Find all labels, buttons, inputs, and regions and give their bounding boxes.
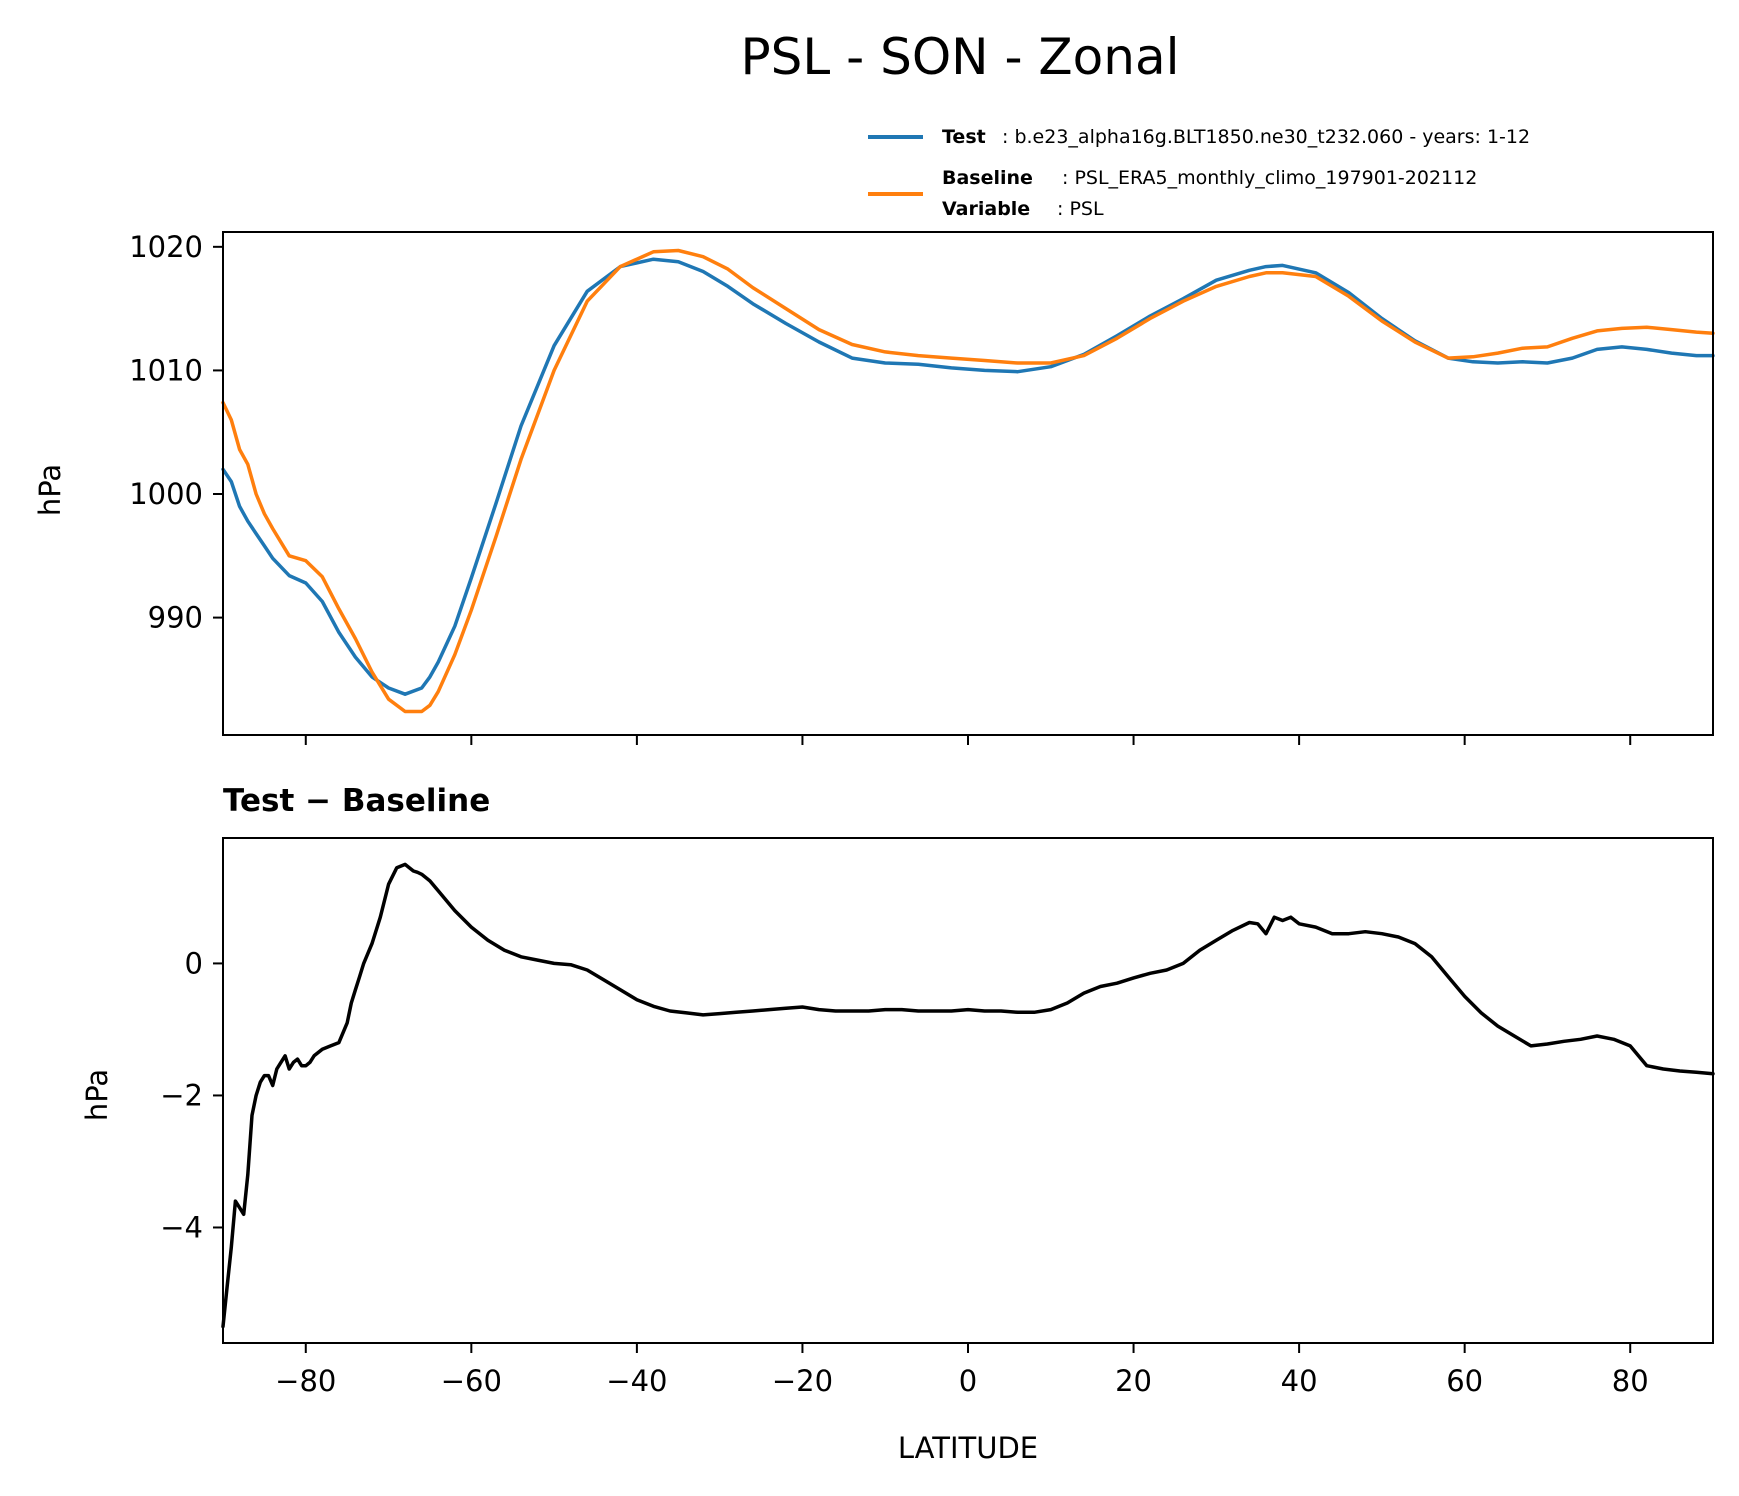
top-y-tick-label: 1000: [129, 477, 203, 511]
bottom-y-axis-label: hPa: [80, 1069, 114, 1121]
legend-value-baseline: : PSL_ERA5_monthly_climo_197901-202112: [1062, 167, 1477, 189]
legend-value-test: : b.e23_alpha16g.BLT1850.ne30_t232.060 -…: [1002, 126, 1530, 148]
bottom-x-tick-label: 60: [1446, 1364, 1483, 1398]
x-axis-label: LATITUDE: [898, 1431, 1038, 1465]
legend: Test : b.e23_alpha16g.BLT1850.ne30_t232.…: [868, 126, 1530, 220]
bottom-x-tick-label: −20: [772, 1364, 833, 1398]
bottom-panel: Test − Baseline −80 −60 −40 −20 0 20 40 60 80−4−…: [80, 783, 1715, 1465]
legend-value-baseline-text: PSL_ERA5_monthly_climo_197901-202112: [1074, 167, 1477, 189]
bottom-x-tick-label: 80: [1612, 1364, 1649, 1398]
legend-value-variable: : PSL: [1057, 198, 1104, 220]
top-plot-frame: [222, 231, 1714, 736]
bottom-y-tick-label: −2: [160, 1078, 203, 1112]
top-axis-ticks: 990 1000 1010 1020: [129, 230, 1632, 745]
top-series-test-line: [221, 257, 1715, 696]
top-y-tick-label: 1010: [129, 353, 203, 387]
bottom-x-tick-label: 40: [1281, 1364, 1318, 1398]
top-y-tick-label: 1020: [129, 230, 203, 264]
legend-value-test-text: b.e23_alpha16g.BLT1850.ne30_t232.060 - y…: [1014, 126, 1530, 148]
top-series-baseline-line: [221, 248, 1715, 714]
top-y-axis-label: hPa: [33, 464, 67, 516]
bottom-plot-frame: [222, 837, 1714, 1344]
top-series-group: [221, 248, 1715, 714]
bottom-series-difference-line: [221, 862, 1715, 1329]
bottom-y-tick-label: −4: [160, 1210, 203, 1244]
legend-key-baseline: Baseline: [942, 167, 1033, 189]
bottom-x-tick-label: 20: [1115, 1364, 1152, 1398]
bottom-panel-title: Test − Baseline: [223, 783, 490, 819]
bottom-x-tick-label: 0: [959, 1364, 977, 1398]
bottom-x-tick-label: −80: [275, 1364, 336, 1398]
bottom-series-group: [221, 862, 1715, 1329]
top-y-tick-label: 990: [148, 601, 203, 635]
bottom-y-tick-label: 0: [185, 946, 203, 980]
bottom-axis-ticks: −80 −60 −40 −20 0 20 40 60 80−4−20: [160, 946, 1648, 1398]
figure-title: PSL - SON - Zonal: [741, 28, 1180, 86]
top-panel: 990 1000 1010 1020 hPa: [33, 230, 1715, 745]
legend-key-variable: Variable: [942, 198, 1030, 220]
legend-value-variable-text: PSL: [1069, 198, 1104, 220]
bottom-x-tick-label: −40: [606, 1364, 667, 1398]
legend-key-test: Test: [942, 126, 986, 148]
bottom-x-tick-label: −60: [441, 1364, 502, 1398]
